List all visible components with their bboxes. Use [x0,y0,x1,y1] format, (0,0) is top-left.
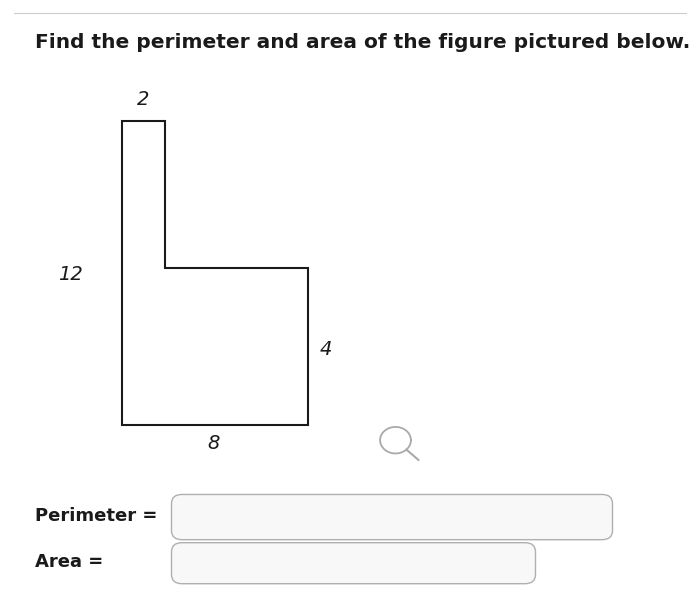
Text: 8: 8 [207,434,220,453]
Text: 2: 2 [137,90,150,109]
FancyBboxPatch shape [172,543,536,584]
Text: 4: 4 [319,340,332,359]
FancyBboxPatch shape [172,494,612,540]
Text: Find the perimeter and area of the figure pictured below.: Find the perimeter and area of the figur… [35,33,690,52]
Text: 12: 12 [57,265,83,284]
Text: Perimeter =: Perimeter = [35,507,158,525]
Text: Area =: Area = [35,553,104,571]
